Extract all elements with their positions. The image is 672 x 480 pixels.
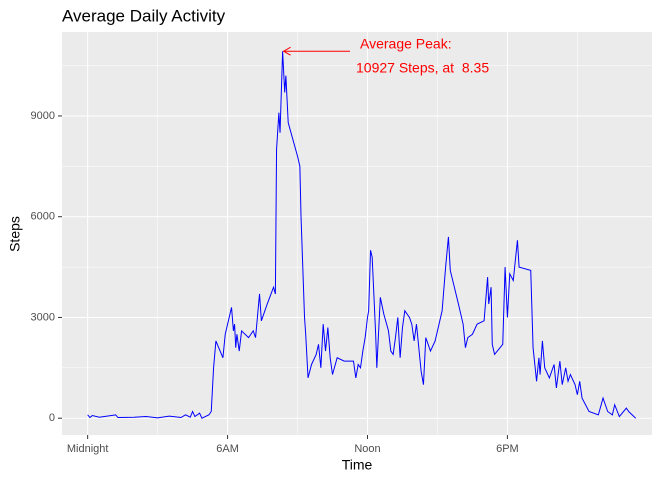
line xyxy=(87,51,637,419)
y-axis-title: Steps xyxy=(7,216,23,252)
plot-panel xyxy=(62,32,652,435)
x-tick-label: 6AM xyxy=(216,443,239,455)
y-tick-label: 9000 xyxy=(31,110,55,122)
chart-title: Average Daily Activity xyxy=(62,6,226,25)
annotation-text: Average Peak: xyxy=(360,36,452,52)
y-tick-label: 6000 xyxy=(31,211,55,223)
x-tick-label: Midnight xyxy=(67,443,109,455)
annotation-text: 10927 Steps, at 8.35 xyxy=(356,60,489,76)
y-tick-label: 0 xyxy=(49,412,55,424)
x-axis-title: Time xyxy=(342,457,373,473)
y-tick-label: 3000 xyxy=(31,311,55,323)
x-tick-label: Noon xyxy=(354,443,380,455)
x-tick-label: 6PM xyxy=(496,443,519,455)
annotation-arrowhead xyxy=(282,46,291,56)
